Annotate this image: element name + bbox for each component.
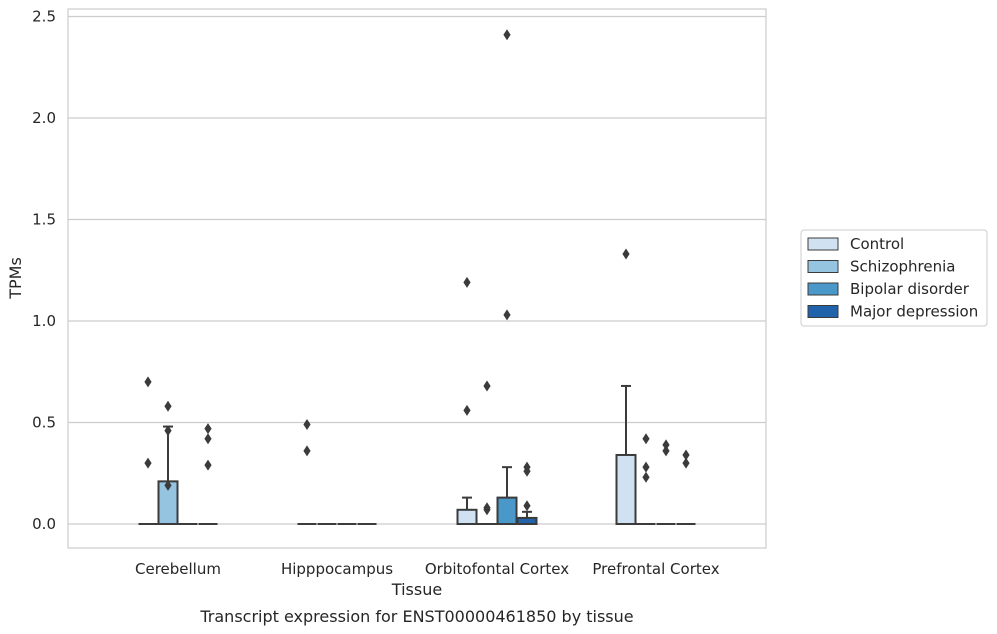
outlier-point [682, 457, 690, 469]
y-tick-label: 1.5 [32, 211, 56, 229]
legend-swatch [807, 237, 839, 251]
y-tick-label: 0.5 [32, 414, 56, 432]
outlier-point [662, 439, 670, 451]
box-group [615, 248, 637, 526]
outlier-point [642, 471, 650, 483]
outlier-point [463, 404, 471, 416]
outlier-point [662, 445, 670, 457]
y-tick-label: 2.0 [32, 109, 56, 127]
outlier-point [164, 479, 172, 491]
outlier-point [204, 459, 212, 471]
box-group [297, 419, 317, 525]
legend-swatch [807, 260, 839, 273]
outlier-point [523, 465, 531, 477]
outlier-point [483, 380, 491, 392]
legend-frame [800, 229, 988, 327]
box-rect [456, 508, 478, 526]
outlier-point [682, 449, 690, 461]
outlier-point [503, 29, 511, 41]
x-tick-label: Cerebellum [135, 560, 221, 578]
box-group [198, 423, 218, 525]
outlier-point [523, 500, 531, 512]
x-tick-label: Orbitofontal Cortex [425, 560, 569, 578]
x-tick-label: Prefrontal Cortex [592, 560, 719, 578]
box-group [477, 380, 497, 525]
grid-lines [68, 15, 766, 525]
outlier-point [622, 248, 630, 260]
box-group [496, 29, 518, 525]
box-group [656, 439, 676, 525]
outlier-point [144, 457, 152, 469]
outlier-point [204, 433, 212, 445]
legend: Control Schizophrenia Bipolar disorder Majo… [800, 229, 988, 327]
outlier-point [303, 419, 311, 431]
outlier-point [303, 445, 311, 457]
outlier-point [642, 461, 650, 473]
chart-caption: Transcript expression for ENST0000046185… [199, 607, 633, 626]
legend-label: Schizophrenia [850, 258, 955, 276]
box-group [138, 376, 158, 525]
x-axis-ticks: Cerebellum Hipppocampus Orbitofontal Corte… [135, 560, 720, 578]
legend-swatch [807, 282, 839, 296]
outlier-point [164, 400, 172, 412]
box-group [456, 276, 478, 526]
outlier-point [144, 376, 152, 388]
y-axis-ticks: 0.0 0.5 1.0 1.5 2.0 2.5 [32, 8, 56, 534]
outlier-point [164, 425, 172, 437]
box-group [516, 461, 538, 525]
box-group [636, 433, 656, 525]
box-group [676, 449, 696, 525]
box-rect [615, 453, 637, 526]
box-marks [138, 29, 696, 526]
y-tick-label: 0.0 [32, 515, 56, 533]
outlier-point [503, 309, 511, 321]
legend-swatch [807, 305, 839, 318]
box-rect [496, 496, 518, 525]
y-tick-label: 1.0 [32, 312, 56, 330]
legend-label: Bipolar disorder [850, 280, 970, 298]
outlier-point [483, 504, 491, 516]
outlier-point [642, 433, 650, 445]
y-axis-label: TPMs [6, 257, 25, 300]
legend-label: Major depression [850, 303, 978, 321]
x-tick-label: Hipppocampus [281, 560, 393, 578]
box-group [157, 400, 179, 525]
plot-area-frame [67, 8, 767, 549]
outlier-point [204, 423, 212, 435]
legend-label: Control [850, 235, 904, 253]
x-axis-label: Tissue [391, 580, 442, 599]
outlier-point [463, 276, 471, 288]
y-tick-label: 2.5 [32, 8, 56, 26]
